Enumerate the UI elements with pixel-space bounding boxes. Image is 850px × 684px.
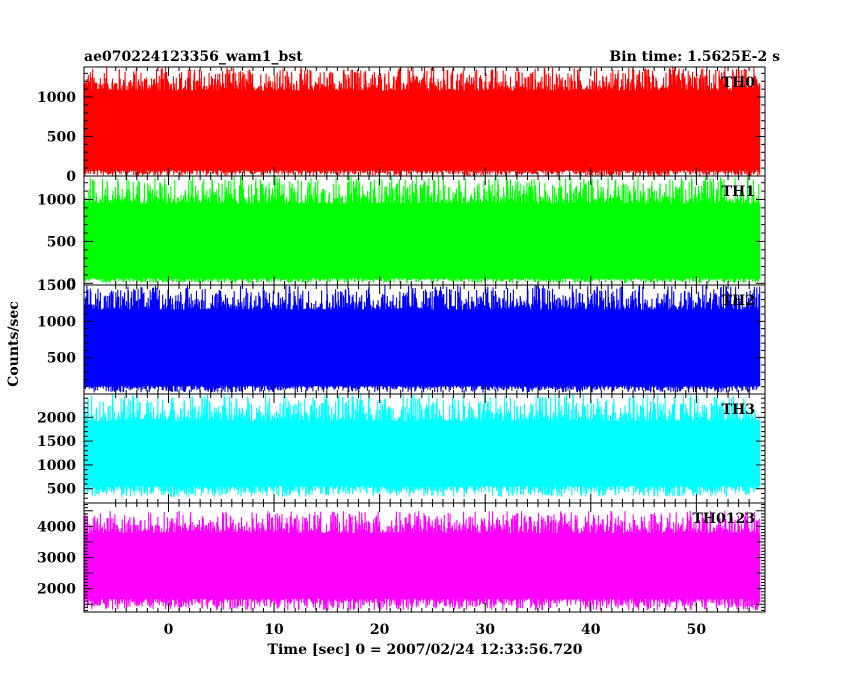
x-tick-label: 20 bbox=[370, 622, 390, 638]
series-band-th3 bbox=[84, 421, 760, 486]
y-tick-label: 3000 bbox=[37, 551, 76, 567]
x-tick-label: 0 bbox=[164, 622, 174, 638]
x-tick-label: 30 bbox=[475, 622, 495, 638]
panel-th0123: 2000 3000 4000 TH0123 bbox=[37, 502, 766, 613]
y-tick-label: 1000 bbox=[37, 90, 76, 106]
panel-th1: 0 500 1000 TH1 bbox=[37, 175, 766, 292]
y-tick-label: 500 bbox=[47, 130, 76, 146]
panel-label-th0: TH0 bbox=[722, 75, 756, 91]
y-tick-label: 2000 bbox=[37, 582, 76, 598]
x-tick-label: 40 bbox=[581, 622, 601, 638]
x-tick-label: 50 bbox=[687, 622, 707, 638]
series-band-th2 bbox=[84, 309, 760, 387]
series-band-th0 bbox=[84, 90, 760, 171]
y-tick-label: 2000 bbox=[37, 410, 76, 426]
y-tick-label: 500 bbox=[47, 351, 76, 367]
y-tick-label: 500 bbox=[47, 234, 76, 250]
panel-th3: 500 1000 1500 2000 TH3 bbox=[37, 393, 766, 504]
series-band-th0123 bbox=[84, 533, 760, 599]
y-tick-label: 1000 bbox=[37, 458, 76, 474]
y-tick-label: 0 bbox=[66, 169, 76, 185]
series-band-th1 bbox=[84, 203, 760, 279]
y-axis-label: Counts/sec bbox=[6, 301, 22, 387]
y-tick-label: 1000 bbox=[37, 192, 76, 208]
y-tick-label: 0 bbox=[66, 276, 76, 292]
panel-label-th0123: TH0123 bbox=[692, 511, 755, 527]
panel-th2: 500 1000 1500 TH2 bbox=[37, 278, 766, 395]
panel-label-th3: TH3 bbox=[722, 402, 755, 418]
bin-time-label: Bin time: 1.5625E-2 s bbox=[609, 49, 780, 65]
y-tick-label: 1000 bbox=[37, 314, 76, 330]
y-tick-label: 1500 bbox=[37, 278, 76, 294]
panel-label-th1: TH1 bbox=[722, 184, 755, 200]
panel-label-th2: TH2 bbox=[722, 293, 755, 309]
panel-th0: 0 500 1000 TH0 bbox=[37, 66, 766, 185]
y-tick-label: 1500 bbox=[37, 434, 76, 450]
y-tick-label: 500 bbox=[47, 482, 76, 498]
x-tick-label: 10 bbox=[264, 622, 284, 638]
panels-group: 05001000TH005001000TH150010001500TH25001… bbox=[37, 66, 766, 638]
y-tick-label: 4000 bbox=[37, 519, 76, 535]
x-axis-label: Time [sec] 0 = 2007/02/24 12:33:56.720 bbox=[268, 642, 583, 658]
observation-title: ae070224123356_wam1_bst bbox=[84, 49, 303, 65]
